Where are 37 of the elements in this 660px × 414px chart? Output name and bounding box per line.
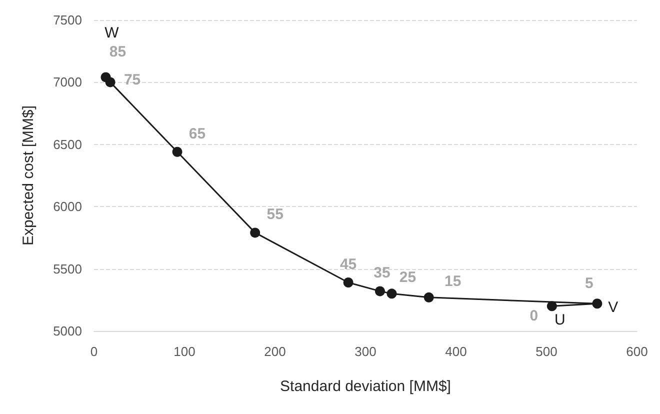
x-tick-label: 0 (90, 344, 98, 359)
y-tick-label: 7000 (53, 74, 82, 90)
annotation: 75 (124, 72, 141, 89)
x-tick-label: 400 (445, 344, 467, 359)
point (172, 146, 182, 157)
annotation: W (104, 24, 120, 42)
annotation: U (554, 312, 566, 329)
annotation: 85 (109, 44, 126, 61)
point (250, 228, 260, 238)
y-tick-label: 5500 (53, 261, 82, 276)
annotation: 65 (188, 125, 206, 142)
y-axis-title: Expected cost [MM$] (20, 105, 37, 246)
x-tick-label: 600 (626, 344, 648, 359)
annotation: 45 (340, 256, 357, 273)
y-tick-label: 6000 (53, 199, 82, 214)
annotation: V (608, 299, 618, 316)
point (592, 298, 602, 309)
point (546, 301, 557, 312)
annotation: 0 (530, 308, 538, 325)
x-tick-label: 200 (264, 344, 286, 359)
annotation: 35 (374, 264, 390, 282)
annotation: 5 (585, 275, 594, 292)
point (386, 288, 397, 299)
annotation: 55 (266, 206, 284, 224)
point (343, 277, 354, 288)
y-tick-label: 7500 (53, 12, 82, 28)
y-tick-label: 5000 (53, 324, 82, 338)
x-tick-label: 500 (536, 344, 558, 359)
y-tick-label: 6500 (53, 136, 82, 152)
annotation: 25 (399, 269, 416, 286)
annotation: 15 (444, 272, 462, 290)
point (105, 77, 116, 88)
x-axis-title: Standard deviation [MM$] (280, 378, 451, 395)
x-tick-label: 100 (174, 344, 196, 359)
x-tick-label: 300 (354, 344, 376, 359)
point (424, 292, 434, 302)
point (374, 286, 385, 296)
